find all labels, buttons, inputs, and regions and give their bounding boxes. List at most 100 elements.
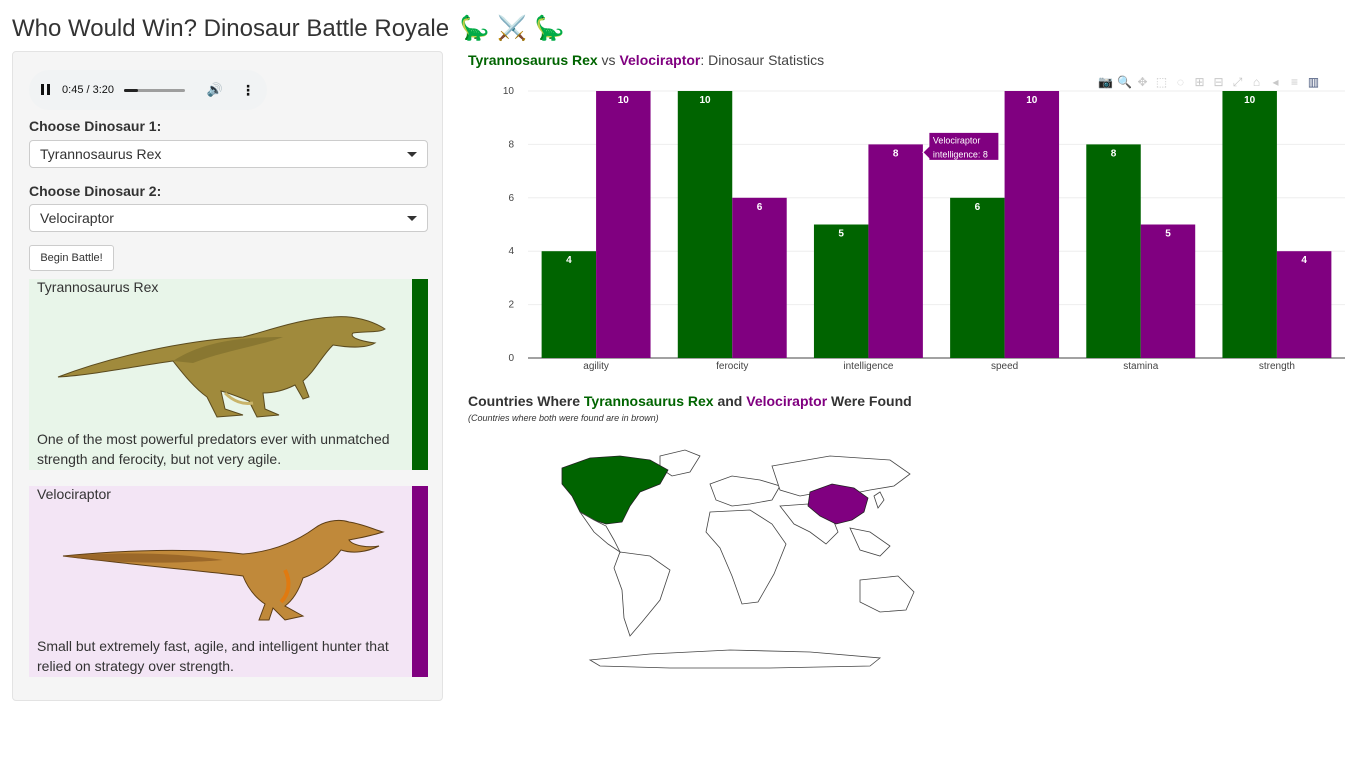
hover-tooltip xyxy=(922,131,1000,161)
more-vert-icon[interactable]: ⋮ xyxy=(241,81,255,98)
dino2-select[interactable]: Velociraptor xyxy=(29,204,428,232)
lasso-icon[interactable]: ◌ xyxy=(1176,75,1185,89)
bar-data-label: 10 xyxy=(1026,95,1038,106)
y-tick-label: 4 xyxy=(508,246,514,257)
map-title-dino2: Velociraptor xyxy=(746,393,828,409)
x-tick-label: ferocity xyxy=(716,361,748,372)
sidebar-panel: 0:45 / 3:20 🔊 ⋮ Choose Dinosaur 1: Tyran… xyxy=(12,51,443,701)
dino2-select-value: Velociraptor xyxy=(40,210,114,226)
map-title-dino1: Tyrannosaurus Rex xyxy=(583,393,714,409)
map-title-pre: Countries Where xyxy=(468,393,584,409)
bar-data-label: 5 xyxy=(838,229,844,240)
north-america-country-shape xyxy=(561,455,669,525)
chart-modebar: 📷 🔍 ✥ ⬚ ◌ ⊞ ⊟ ⤢ ⌂ ◂ ≡ ▥ xyxy=(1098,75,1320,90)
dino2-card-description: Small but extremely fast, agile, and int… xyxy=(37,638,389,674)
x-tick-label: strength xyxy=(1259,361,1295,372)
dino1-select-value: Tyrannosaurus Rex xyxy=(40,146,162,162)
volume-icon[interactable]: 🔊 xyxy=(206,82,223,97)
audio-progress-fill xyxy=(124,88,138,92)
bar-data-label: 8 xyxy=(1111,148,1117,159)
dino1-card-description: One of the most powerful predators ever … xyxy=(37,431,390,467)
bar-stamina-0[interactable] xyxy=(1086,144,1141,358)
bar-intelligence-1[interactable] xyxy=(868,144,923,358)
y-tick-label: 6 xyxy=(508,193,514,204)
bar-data-label: 8 xyxy=(893,148,899,159)
tooltip-series-name: Velociraptor xyxy=(933,135,981,145)
japan-shape xyxy=(873,491,885,509)
dino2-label: Choose Dinosaur 2: xyxy=(29,183,162,199)
audio-player[interactable]: 0:45 / 3:20 🔊 ⋮ xyxy=(29,70,267,110)
bar-ferocity-0[interactable] xyxy=(677,91,733,358)
dino1-color-stripe xyxy=(412,279,428,470)
world-map[interactable] xyxy=(510,440,940,670)
zoom-icon[interactable]: 🔍 xyxy=(1117,75,1132,89)
zoom-in-icon[interactable]: ⊞ xyxy=(1194,75,1205,89)
central-america-shape xyxy=(579,511,622,554)
compare-hover-icon[interactable]: ≡ xyxy=(1290,75,1298,89)
chart-title-vs: vs xyxy=(597,52,620,68)
pause-icon[interactable] xyxy=(41,84,52,96)
dino2-card-name: Velociraptor xyxy=(37,486,111,502)
bar-strength-0[interactable] xyxy=(1222,91,1277,358)
autoscale-icon[interactable]: ⤢ xyxy=(1232,75,1243,89)
audio-seek-bar[interactable] xyxy=(124,88,185,92)
dinosaur-emoji-icons: 🦕 ⚔️ 🦕 xyxy=(459,14,565,42)
bar-data-label: 4 xyxy=(1301,255,1307,266)
africa-shape xyxy=(705,509,787,605)
bar-data-label: 4 xyxy=(566,255,572,266)
europe-shape xyxy=(709,475,781,507)
dino1-card-body: Tyrannosaurus Rex One of the most powerf… xyxy=(29,279,412,470)
y-tick-label: 0 xyxy=(508,353,514,364)
bar-data-label: 6 xyxy=(975,202,981,213)
australia-shape xyxy=(859,575,915,613)
bar-stamina-1[interactable] xyxy=(1140,224,1196,359)
chart-title: Tyrannosaurus Rex vs Velociraptor: Dinos… xyxy=(468,52,824,68)
dino1-card: Tyrannosaurus Rex One of the most powerf… xyxy=(29,279,428,470)
chevron-down-icon xyxy=(407,216,417,221)
map-title-and: and xyxy=(713,393,747,409)
bar-data-label: 10 xyxy=(618,95,630,106)
bar-speed-1[interactable] xyxy=(1004,91,1060,358)
bar-data-label: 10 xyxy=(699,95,711,106)
x-tick-label: intelligence xyxy=(843,361,893,372)
chart-title-dino2: Velociraptor xyxy=(619,52,701,68)
asia-shape xyxy=(771,455,911,497)
y-tick-label: 8 xyxy=(508,139,514,150)
chevron-down-icon xyxy=(407,152,417,157)
bar-strength-1[interactable] xyxy=(1276,251,1332,358)
chart-title-rest: : Dinosaur Statistics xyxy=(700,52,825,68)
x-tick-label: stamina xyxy=(1123,361,1158,372)
y-tick-label: 2 xyxy=(508,300,514,311)
dino2-card: Velociraptor Small but extremely fast, a… xyxy=(29,486,428,677)
y-tick-label: 10 xyxy=(503,86,515,97)
pan-icon[interactable]: ✥ xyxy=(1137,75,1148,89)
begin-battle-button[interactable]: Begin Battle! xyxy=(29,245,114,271)
camera-icon[interactable]: 📷 xyxy=(1098,75,1113,89)
dino1-label: Choose Dinosaur 1: xyxy=(29,118,162,134)
map-title-post: Were Found xyxy=(827,393,912,409)
dino1-card-name: Tyrannosaurus Rex xyxy=(37,279,159,295)
dino2-color-stripe xyxy=(412,486,428,677)
plotly-logo-icon[interactable]: ▥ xyxy=(1307,75,1320,89)
bar-ferocity-1[interactable] xyxy=(732,197,787,358)
x-tick-label: speed xyxy=(991,361,1018,372)
tooltip-value: intelligence: 8 xyxy=(933,149,988,159)
china-country-shape xyxy=(807,483,869,525)
map-title: Countries Where Tyrannosaurus Rex and Ve… xyxy=(468,393,912,409)
trex-image xyxy=(57,316,386,418)
bar-agility-1[interactable] xyxy=(596,91,651,358)
x-tick-label: agility xyxy=(583,361,609,372)
bar-intelligence-0[interactable] xyxy=(813,224,869,359)
box-select-icon[interactable]: ⬚ xyxy=(1155,75,1168,89)
southeast-asia-shape xyxy=(849,527,891,557)
bar-agility-0[interactable] xyxy=(541,251,597,358)
bar-data-label: 5 xyxy=(1165,229,1171,240)
dino1-select[interactable]: Tyrannosaurus Rex xyxy=(29,140,428,168)
zoom-out-icon[interactable]: ⊟ xyxy=(1213,75,1224,89)
bar-speed-0[interactable] xyxy=(950,197,1005,358)
map-subtitle: (Countries where both were found are in … xyxy=(468,413,659,423)
antarctica-shape xyxy=(588,649,882,669)
page-title: Who Would Win? Dinosaur Battle Royale 🦕 … xyxy=(12,14,565,42)
spike-lines-icon[interactable]: ◂ xyxy=(1272,75,1279,89)
home-icon[interactable]: ⌂ xyxy=(1252,75,1261,89)
